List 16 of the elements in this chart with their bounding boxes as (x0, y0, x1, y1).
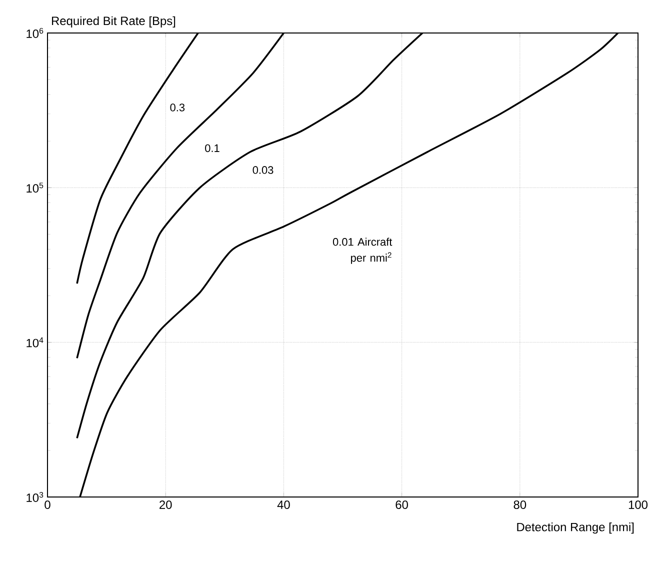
x-tick-label: 60 (396, 500, 408, 509)
x-tick-label: 100 (628, 500, 648, 509)
series-label: 0.1 (205, 144, 220, 152)
y-tick-label: 10$^{5}$ (26, 182, 44, 193)
x-tick-label: 80 (514, 500, 526, 509)
y-tick-label: 10$^{6}$ (26, 28, 44, 38)
text: 0.01 Aircraft per nmi$^{2}$ (332, 238, 392, 264)
series-label: 0.3 (170, 104, 185, 112)
y-tick-label: 10$^{3}$ (26, 492, 44, 502)
x-tick-label: 40 (277, 500, 290, 509)
series-label: 0.03 (252, 166, 274, 174)
y-axis-title: Required Bit Rate [Bps] (52, 16, 176, 28)
x-tick-label: 20 (160, 500, 172, 509)
x-axis-title: Detection Range [nmi] (517, 522, 634, 534)
x-tick-label: 0 (44, 500, 50, 509)
y-tick-label: 10$^{4}$ (26, 337, 44, 348)
